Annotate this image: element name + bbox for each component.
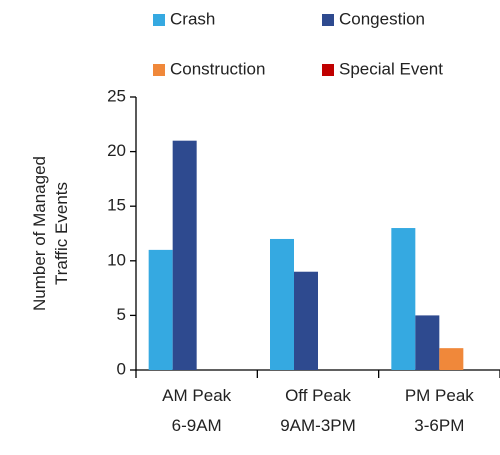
x-tick-label: Off Peak 9AM-3PM — [280, 386, 356, 435]
y-tick-label: 0 — [117, 359, 126, 378]
legend-label: Special Event — [339, 59, 443, 78]
legend-swatch — [322, 64, 334, 76]
bar — [439, 348, 464, 370]
legend-label: Congestion — [339, 9, 425, 28]
x-tick-label: AM Peak 6-9AM — [162, 386, 231, 435]
bar — [270, 238, 294, 370]
legend-swatch — [153, 64, 165, 76]
bar — [148, 249, 173, 370]
y-axis-title-text: Number of Managed Traffic Events — [30, 156, 71, 311]
bar — [294, 271, 318, 370]
y-axis-title: Number of Managed Traffic Events — [30, 156, 71, 311]
legend-swatch — [153, 14, 165, 26]
y-tick-label: 15 — [107, 196, 126, 215]
y-tick-label: 5 — [117, 305, 126, 324]
x-tick-label: PM Peak 3-6PM — [405, 386, 474, 435]
legend-label: Construction — [170, 59, 265, 78]
legend-swatch — [322, 14, 334, 26]
bar — [172, 140, 197, 370]
y-tick-label: 20 — [107, 141, 126, 160]
legend-label: Crash — [170, 9, 215, 28]
y-tick-label: 25 — [107, 86, 126, 105]
bar — [391, 228, 416, 370]
bar — [415, 315, 440, 370]
y-tick-label: 10 — [107, 250, 126, 269]
